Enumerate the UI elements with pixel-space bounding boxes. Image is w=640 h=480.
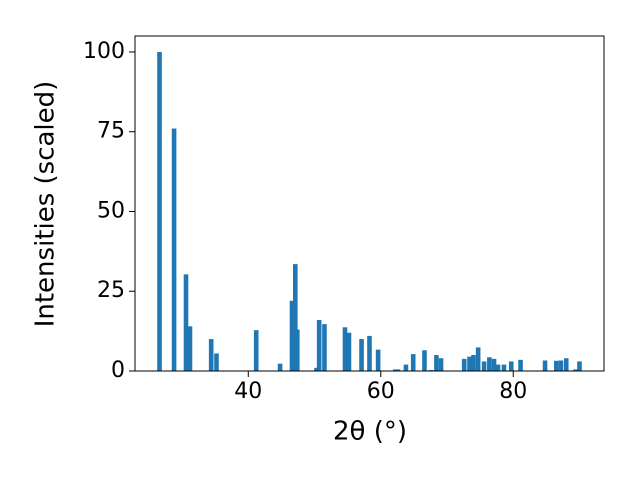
- bar: [501, 364, 507, 371]
- bar: [214, 353, 219, 371]
- bar: [183, 274, 189, 371]
- x-axis-label: 2θ (°): [333, 417, 407, 447]
- y-tick-label: 100: [83, 39, 125, 64]
- bar: [554, 360, 559, 371]
- bar: [508, 361, 514, 371]
- bar: [342, 327, 348, 371]
- bar: [322, 324, 327, 371]
- bar: [367, 335, 372, 371]
- bar: [403, 364, 409, 371]
- bar: [293, 264, 298, 371]
- bar: [577, 361, 582, 371]
- x-tick-label: 40: [234, 379, 262, 404]
- plot-frame: [134, 35, 605, 372]
- bar: [346, 332, 352, 371]
- bar: [563, 358, 569, 371]
- x-tick-label: 80: [499, 379, 527, 404]
- bar: [491, 358, 497, 371]
- bar: [359, 339, 364, 371]
- bar: [395, 369, 401, 371]
- bar: [208, 339, 214, 371]
- bar: [461, 358, 467, 371]
- bar: [434, 355, 439, 371]
- x-tick-label: 60: [367, 379, 395, 404]
- y-tick-label: 0: [111, 358, 125, 383]
- bar: [157, 51, 162, 371]
- bar: [410, 354, 416, 371]
- bar: [487, 357, 492, 371]
- bar: [375, 349, 381, 371]
- y-axis-label: Intensities (scaled): [31, 81, 61, 328]
- bar: [393, 369, 398, 371]
- y-tick-label: 50: [97, 198, 125, 223]
- bar: [316, 319, 322, 371]
- bar: [171, 128, 177, 371]
- y-tick-label: 25: [97, 278, 125, 303]
- bar: [294, 329, 300, 371]
- bar: [518, 359, 523, 371]
- bar: [471, 355, 476, 371]
- bar: [542, 360, 548, 371]
- bar: [481, 361, 487, 371]
- bar: [467, 356, 472, 371]
- bar: [438, 358, 444, 371]
- bar: [422, 350, 427, 371]
- bar: [558, 360, 564, 371]
- bar: [475, 347, 481, 371]
- bar: [277, 363, 283, 371]
- bar: [253, 330, 259, 371]
- bar: [495, 364, 501, 371]
- bar: [314, 367, 319, 371]
- y-tick-label: 75: [97, 119, 125, 144]
- bar: [573, 369, 578, 371]
- bar: [187, 326, 193, 371]
- bar: [289, 300, 295, 371]
